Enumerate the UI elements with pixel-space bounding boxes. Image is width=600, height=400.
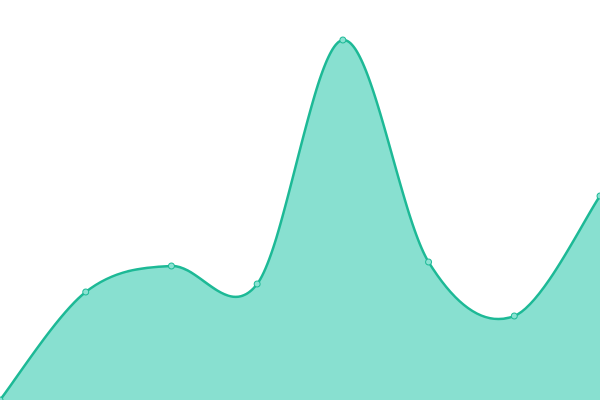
point-marker xyxy=(82,288,90,296)
point-marker xyxy=(425,258,433,266)
point-marker xyxy=(510,312,518,320)
point-marker xyxy=(339,36,347,44)
point-marker xyxy=(253,280,261,288)
point-marker xyxy=(167,262,175,270)
point-marker xyxy=(0,396,4,400)
area-line xyxy=(0,38,600,400)
point-marker xyxy=(596,192,600,200)
area-fill xyxy=(0,39,600,400)
